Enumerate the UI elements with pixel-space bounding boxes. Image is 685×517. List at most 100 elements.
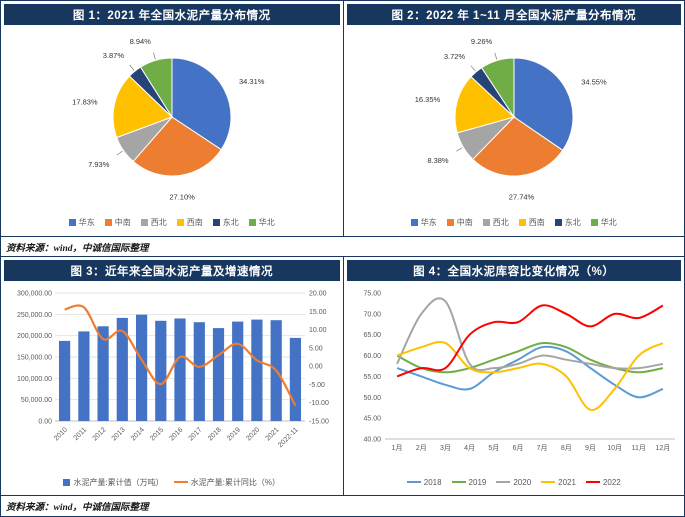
x-axis-tick-label: 2022-11 [277,426,300,449]
pie-label-leader [470,65,476,72]
x-axis-tick-label: 8月 [561,444,572,452]
right-axis-tick-label: -10.00 [309,400,329,407]
source-note-bottom: 资料来源：wind，中诚信国际整理 [6,503,149,513]
legend-line-marker [585,480,600,484]
fig2-pie-chart: 34.55% 27.74% 8.38% 16.35% 3.72% 9.26% [415,37,607,201]
legend-square-marker [482,218,490,226]
x-axis-tick-label: 2014 [130,426,146,442]
fig4-title: 图 4：全国水泥库容比变化情况（%） [346,260,681,281]
right-axis-tick-label: 10.00 [309,327,327,334]
y-axis-tick-label: 65.00 [363,332,381,339]
x-axis-tick-label: 3月 [440,444,451,452]
x-axis-tick-label: 12月 [655,444,670,452]
bar-2016 [174,318,186,421]
fig1-chart-area: 34.31% 27.10% 7.93% 17.83% 3.87% 8.94% 华东 中南 西北… [1,25,343,231]
legend-item: 东北 [212,217,239,228]
bar-2015 [154,320,167,421]
legend-line-marker [541,480,556,484]
legend-item: 华东 [410,217,437,228]
y-axis-tick-label: 40.00 [363,437,381,444]
x-axis-tick-label: 2021 [264,426,280,442]
legend-item: 东北 [554,217,581,228]
right-axis-tick-label: 0.00 [309,364,323,371]
right-axis-tick-label: 15.00 [309,309,327,316]
legend-label: 东北 [222,217,239,227]
legend-item: 2018 [406,478,442,487]
x-axis-tick-label: 4月 [464,444,475,452]
x-axis-tick-label: 11月 [631,444,645,452]
legend-square-marker [410,218,418,226]
pie-percent-label: 3.87% [102,51,124,60]
legend-label: 华东 [78,217,95,227]
legend-item: 华北 [248,217,275,228]
legend-label: 水泥产量:累计同比（%） [190,477,281,487]
right-axis-tick-label: 20.00 [309,291,327,298]
source-note-top: 资料来源：wind，中诚信国际整理 [1,237,684,257]
x-axis-tick-label: 9月 [585,444,596,452]
right-axis-tick-label: 5.00 [309,345,323,352]
pie-label-leader [455,147,463,152]
bar-2011 [78,331,90,421]
legend-square-marker [63,478,71,486]
legend-item: 华北 [590,217,617,228]
fig3-chart-area: 0.00 50,000.00 100,000.00 150,000.00 200,000… [1,281,343,491]
pie-slice-华东 [513,57,574,151]
legend-line-marker [496,480,511,484]
x-axis-tick-label: 2月 [416,444,427,452]
legend-item: 中南 [446,217,473,228]
pie-label-leader [116,150,123,156]
bar-2020 [251,319,263,421]
legend-square-marker [176,218,184,226]
left-axis-tick-label: 150,000.00 [17,355,52,362]
pie-slice-华北 [139,57,173,119]
bar-2013 [116,317,128,421]
fig1-title: 图 1：2021 年全国水泥产量分布情况 [4,4,340,25]
legend-label: 中南 [114,217,131,227]
pie-percent-label: 8.38% [427,156,449,165]
x-axis-tick-label: 5月 [488,444,499,452]
legend-line-marker [406,480,421,484]
bar-2010 [58,340,70,421]
x-axis-tick-label: 2013 [110,426,126,442]
series-line-2022 [396,304,664,378]
panel-fig3: 图 3：近年来全国水泥产量及增速情况 0.00 50,000.00 100,000.… [1,257,343,496]
fig1-pie-chart: 34.31% 27.10% 7.93% 17.83% 3.87% 8.94% [72,37,265,201]
x-axis-tick-label: 2019 [226,426,242,442]
fig1-legend: 华东 中南 西北 西南 东北 华北 [68,213,275,231]
panel-fig1: 图 1：2021 年全国水泥产量分布情况 34.31% 27.10% 7.93% 17… [1,1,343,237]
bar-2022-11 [289,337,301,421]
legend-item: 西南 [518,217,545,228]
bar-2018 [212,328,224,421]
legend-item: 华东 [68,217,95,228]
fig4-chart-area: 40.00 45.00 50.00 55.00 60.00 65.00 70.00 75.00… [344,281,685,491]
legend-item: 2021 [541,478,576,487]
y-axis-tick-label: 60.00 [363,353,381,360]
panel-fig2: 图 2：2022 年 1~11 月全国水泥产量分布情况 34.55% 27.74%… [342,1,684,237]
legend-square-marker [248,218,256,226]
left-axis-tick-label: 50,000.00 [21,397,52,404]
legend-label: 2022 [602,477,621,487]
legend-label: 中南 [456,217,473,227]
pie-percent-label: 34.55% [581,78,607,87]
pie-percent-label: 34.31% [239,77,265,86]
pie-label-leader [129,64,135,71]
legend-square-marker [446,218,454,226]
left-axis-tick-label: 300,000.00 [17,291,52,298]
fig3-title: 图 3：近年来全国水泥产量及增速情况 [4,260,340,281]
y-axis-tick-label: 50.00 [363,395,381,402]
fig3-combo-chart: 0.00 50,000.00 100,000.00 150,000.00 200,000… [17,291,329,450]
x-axis-tick-label: 1月 [391,444,402,452]
y-axis-tick-label: 75.00 [363,291,381,298]
pie-percent-label: 3.72% [444,52,466,61]
legend-item: 2019 [451,478,486,487]
legend-item: 水泥产量:累计值（万吨） [63,477,164,488]
legend-label: 2020 [513,477,532,487]
pie-slice-中南 [471,116,564,177]
pie-percent-label: 16.35% [415,95,441,104]
legend-square-marker [68,218,76,226]
legend-label: 西北 [492,217,509,227]
bar-2019 [231,321,244,421]
pie-slice-西南 [454,75,515,134]
legend-line-marker [173,480,188,484]
pie-percent-label: 27.10% [169,192,195,201]
